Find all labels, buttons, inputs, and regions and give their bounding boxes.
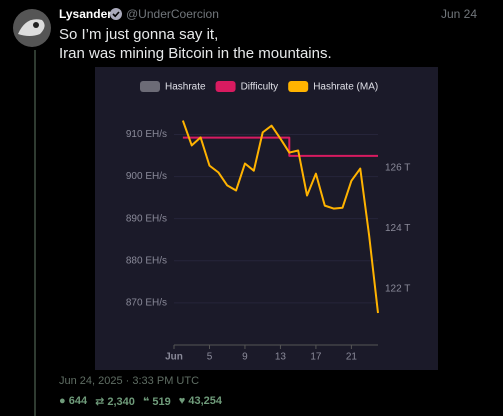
author-handle[interactable]: @UnderCoercion xyxy=(126,7,219,21)
y-tick-label: 910 EH/s xyxy=(126,129,167,140)
quotes[interactable]: ❝ 519 xyxy=(142,396,171,408)
likes[interactable]: ♥ 43,254 xyxy=(178,395,222,407)
y-tick-label: 880 EH/s xyxy=(126,255,167,266)
legend-label: Hashrate (MA) xyxy=(313,82,378,93)
retweets[interactable]: ⇄ 2,340 xyxy=(95,396,135,408)
legend-label: Difficulty xyxy=(241,82,279,93)
y2-tick-label: 122 T xyxy=(385,284,410,295)
series-line xyxy=(181,120,379,314)
x-tick-label: 9 xyxy=(242,352,248,363)
stats-bar: ● 644 ⇄ 2,340 ❝ 519 ♥ 43,254 xyxy=(59,395,222,408)
verified-badge xyxy=(110,8,122,20)
y-tick-label: 890 EH/s xyxy=(126,213,167,224)
tweet-text: Iran was mining Bitcoin in the mountains… xyxy=(59,45,332,62)
y-tick-label: 900 EH/s xyxy=(126,171,167,182)
x-tick-label: 13 xyxy=(275,352,287,363)
timestamp[interactable]: Jun 24, 2025 · 3:33 PM UTC xyxy=(59,375,200,387)
x-tick-label: 21 xyxy=(346,352,358,363)
x-tick-label: 17 xyxy=(310,352,322,363)
thread-line xyxy=(34,50,36,416)
y2-tick-label: 124 T xyxy=(385,223,410,234)
legend-swatch xyxy=(215,81,236,92)
author-name[interactable]: Lysander xyxy=(59,7,112,21)
legend-swatch xyxy=(288,81,309,92)
replies[interactable]: ● 644 xyxy=(59,395,88,407)
y2-tick-label: 126 T xyxy=(385,163,410,174)
legend-swatch xyxy=(140,81,160,92)
tweet-date[interactable]: Jun 24 xyxy=(441,7,478,21)
quote-count: 519 xyxy=(152,396,171,408)
reply-count: 644 xyxy=(68,395,88,407)
chart: Hashrate Difficulty Hashrate (MA) 870 EH/s 8… xyxy=(95,67,438,370)
x-tick-label: Jun xyxy=(165,352,183,363)
tweet-text: So I’m just gonna say it, xyxy=(59,26,219,43)
like-count: 43,254 xyxy=(188,395,222,407)
legend-label: Hashrate xyxy=(165,82,206,93)
series-line xyxy=(182,136,378,157)
y-tick-label: 870 EH/s xyxy=(126,298,167,309)
avatar[interactable] xyxy=(12,8,52,48)
retweet-count: 2,340 xyxy=(107,396,135,408)
x-tick-label: 5 xyxy=(207,352,213,363)
